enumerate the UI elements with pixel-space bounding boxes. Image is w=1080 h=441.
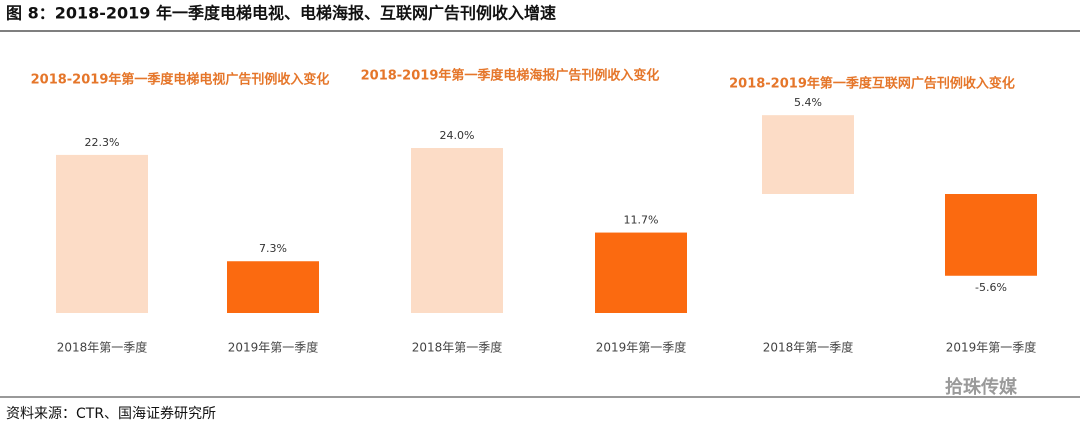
value-label: 24.0% bbox=[440, 129, 475, 142]
watermark: 拾珠传媒 bbox=[945, 376, 1018, 398]
source: 资料来源：CTR、国海证券研究所 bbox=[6, 406, 216, 422]
bar bbox=[227, 261, 319, 313]
bar bbox=[595, 232, 687, 313]
x-tick-label: 2019年第一季度 bbox=[946, 340, 1037, 355]
value-label: 22.3% bbox=[85, 136, 120, 149]
value-label: 11.7% bbox=[624, 214, 659, 227]
x-tick-label: 2019年第一季度 bbox=[228, 340, 319, 355]
bar bbox=[762, 115, 854, 194]
figure-title: 图 8：2018-2019 年一季度电梯电视、电梯海报、互联网广告刊例收入增速 bbox=[6, 4, 556, 23]
x-tick-label: 2018年第一季度 bbox=[412, 340, 503, 355]
x-tick-label: 2018年第一季度 bbox=[763, 340, 854, 355]
value-label: -5.6% bbox=[975, 281, 1007, 294]
panel-title: 2018-2019年第一季度电梯电视广告刊例收入变化 bbox=[31, 72, 330, 88]
value-label: 5.4% bbox=[794, 96, 822, 109]
bar bbox=[411, 148, 503, 313]
bar bbox=[945, 194, 1037, 276]
bar bbox=[56, 154, 148, 313]
panel-title: 2018-2019年第一季度互联网广告刊例收入变化 bbox=[729, 76, 1015, 92]
panel-title: 2018-2019年第一季度电梯海报广告刊例收入变化 bbox=[361, 68, 660, 84]
x-tick-label: 2019年第一季度 bbox=[596, 340, 687, 355]
x-tick-label: 2018年第一季度 bbox=[57, 340, 148, 355]
value-label: 7.3% bbox=[259, 242, 287, 255]
